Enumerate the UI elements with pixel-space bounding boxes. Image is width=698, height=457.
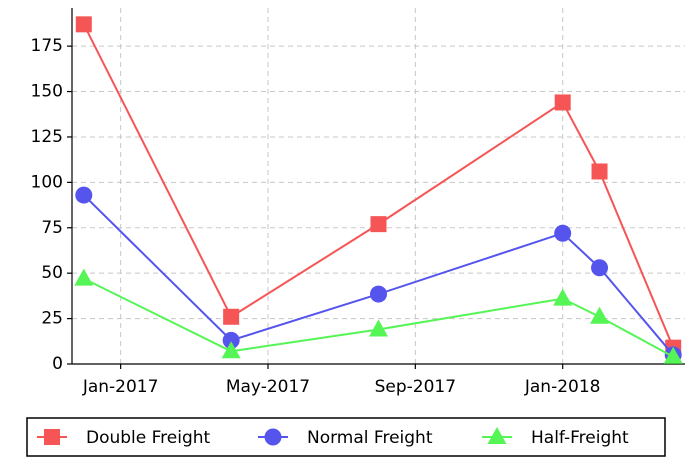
- y-tick-label: 25: [41, 309, 63, 329]
- y-tick-label: 100: [31, 172, 63, 192]
- legend-marker: [44, 429, 60, 445]
- legend-marker: [264, 428, 282, 446]
- x-tick-label: Jan-2018: [524, 377, 601, 397]
- series-line: [83, 194, 674, 356]
- data-point: [369, 319, 388, 337]
- data-point: [370, 216, 387, 233]
- data-point: [222, 331, 240, 349]
- y-tick-label: 150: [31, 82, 63, 102]
- data-point: [663, 346, 683, 364]
- series-line: [82, 23, 675, 349]
- series-line: [83, 277, 674, 358]
- y-tick-label: 0: [52, 354, 63, 374]
- data-point: [591, 259, 609, 277]
- data-point: [223, 308, 240, 325]
- legend-label: Normal Freight: [307, 428, 433, 448]
- data-point: [75, 16, 92, 33]
- legend-marker: [487, 427, 507, 444]
- x-tick-label: Sep-2017: [375, 377, 456, 397]
- legend-box: [26, 417, 666, 457]
- x-tick-label: May-2017: [226, 377, 310, 397]
- legend-label: Double Freight: [86, 428, 211, 448]
- data-point: [591, 163, 608, 180]
- data-point: [554, 94, 571, 111]
- data-point: [74, 268, 94, 286]
- data-point: [590, 306, 610, 324]
- data-point: [554, 224, 572, 242]
- y-tick-label: 50: [41, 263, 63, 283]
- y-tick-label: 175: [31, 36, 63, 56]
- data-point: [221, 341, 241, 359]
- x-tick-label: Jan-2017: [82, 377, 159, 397]
- y-tick-label: 125: [31, 127, 63, 147]
- y-tick-label: 75: [41, 218, 63, 238]
- legend-label: Half-Freight: [531, 428, 629, 448]
- data-point: [75, 186, 93, 204]
- data-point: [370, 285, 387, 303]
- data-point: [553, 288, 573, 306]
